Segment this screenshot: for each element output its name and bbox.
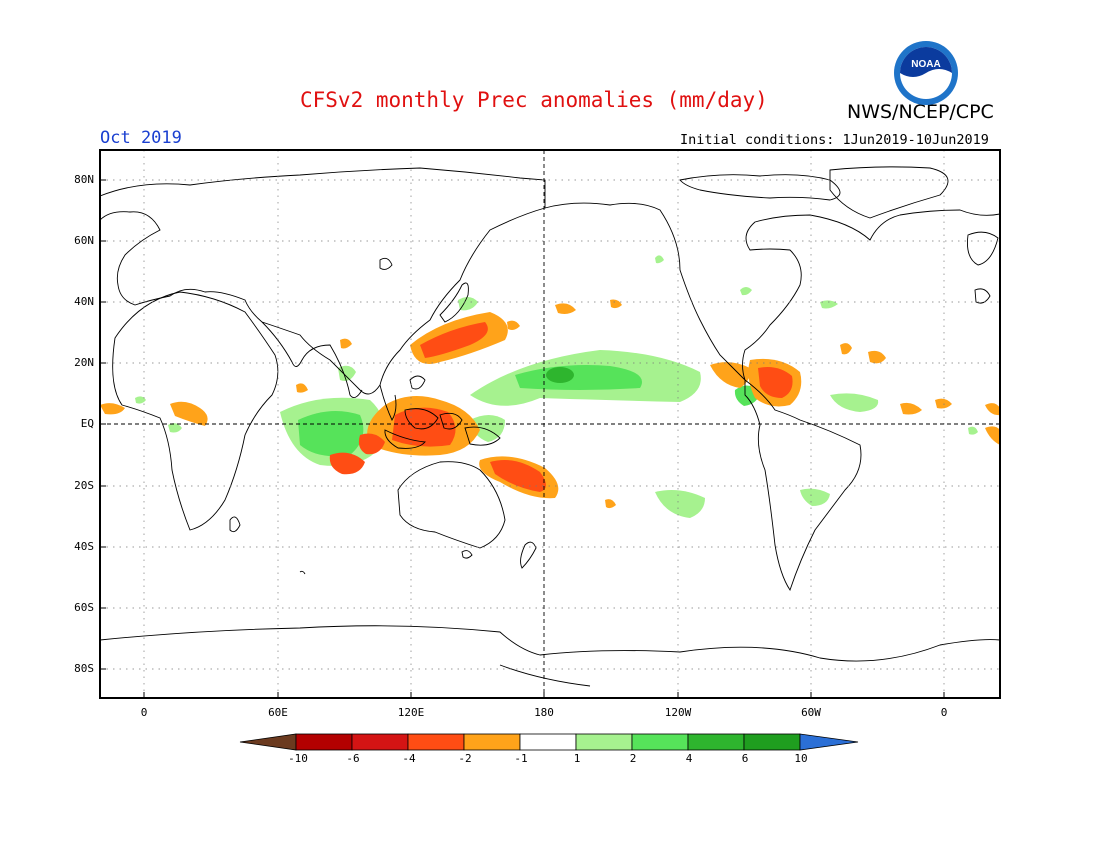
lat-label: 20N xyxy=(74,356,94,369)
lon-label: 180 xyxy=(534,706,554,719)
colorbar-segment-2 xyxy=(351,733,409,751)
organization-label: NWS/NCEP/CPC xyxy=(847,101,994,123)
coastlines xyxy=(100,166,1000,687)
lat-label: 60N xyxy=(74,234,94,247)
lat-label: 40S xyxy=(74,540,94,553)
lon-label: 120E xyxy=(397,706,425,719)
lat-label: EQ xyxy=(80,417,94,430)
colorbar-segment-7 xyxy=(631,733,689,751)
map-title: CFSv2 monthly Prec anomalies (mm/day) xyxy=(300,88,768,112)
lat-label: 40N xyxy=(74,295,94,308)
colorbar-segment-4 xyxy=(463,733,521,751)
lat-label: 60S xyxy=(74,601,94,614)
forecast-month: Oct 2019 xyxy=(100,128,182,148)
axis-ticks xyxy=(100,179,945,698)
colorbar-label: 1 xyxy=(573,752,581,765)
colorbar-label: -10 xyxy=(288,752,308,765)
colorbar-label: -1 xyxy=(514,752,528,765)
logo-text: NOAA xyxy=(911,59,940,70)
colorbar-label: -6 xyxy=(346,752,360,765)
colorbar-segment-3 xyxy=(407,733,465,751)
lat-label: 20S xyxy=(74,479,94,492)
colorbar-label: -2 xyxy=(458,752,472,765)
colorbar-segment-gt-10 xyxy=(799,733,859,751)
colorbar-segment-lt-10 xyxy=(239,733,297,751)
lat-label: 80S xyxy=(74,662,94,675)
colorbar-label: -4 xyxy=(402,752,416,765)
colorbar-label: 6 xyxy=(741,752,749,765)
lat-label: 80N xyxy=(74,173,94,186)
lon-label: 60W xyxy=(801,706,821,719)
lon-label: 60E xyxy=(268,706,288,719)
initial-conditions: Initial conditions: 1Jun2019-10Jun2019 xyxy=(680,132,989,148)
colorbar-label: 2 xyxy=(629,752,637,765)
colorbar-segment-6 xyxy=(575,733,633,751)
lon-label: 0 xyxy=(140,706,148,719)
colorbar-segment-8 xyxy=(687,733,745,751)
colorbar-segment-5 xyxy=(519,733,577,751)
lon-label: 120W xyxy=(664,706,692,719)
colorbar-segment-9 xyxy=(743,733,801,751)
colorbar-label: 4 xyxy=(685,752,693,765)
noaa-logo-icon: NOAA xyxy=(894,41,958,105)
reference-lines xyxy=(100,150,1000,698)
colorbar-segment-1 xyxy=(295,733,353,751)
lon-label: 0 xyxy=(940,706,948,719)
colorbar xyxy=(239,733,859,751)
colorbar-label: 10 xyxy=(794,752,808,765)
